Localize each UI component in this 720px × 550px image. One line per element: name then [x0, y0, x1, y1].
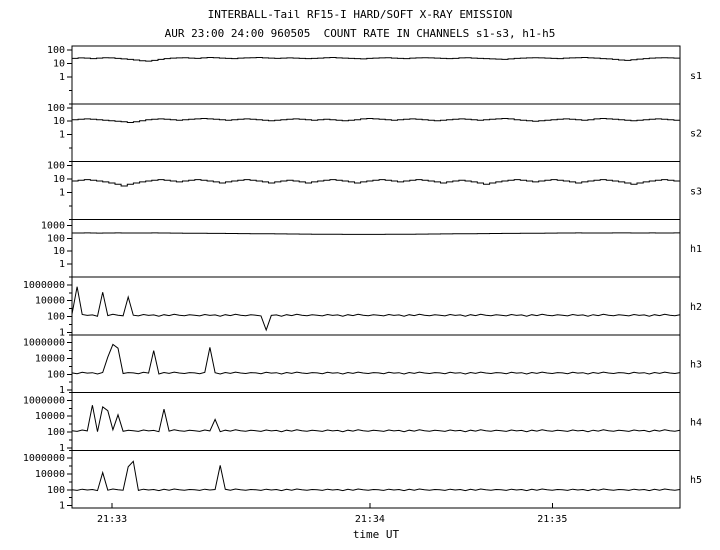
y-tick-label: 100 — [47, 161, 65, 172]
y-tick-label: 100 — [47, 369, 65, 380]
y-tick-label: 100 — [47, 45, 65, 56]
x-tick-label: 21:35 — [537, 514, 567, 525]
x-tick-label: 21:34 — [355, 514, 385, 525]
panel-frame-s3 — [71, 161, 681, 220]
panel-s2: 1 10 100 s2 — [47, 103, 702, 162]
panel-h2: 1 100 10000 1000000 h2 — [23, 276, 702, 338]
y-tick-label: 1 — [59, 385, 65, 396]
y-tick-label: 100 — [47, 103, 65, 114]
panel-frame-h5 — [71, 449, 681, 509]
channel-label-h5: h5 — [690, 475, 702, 486]
panel-frame-s2 — [71, 103, 681, 162]
y-tick-label: 1000000 — [23, 453, 65, 464]
y-tick-label: 1 — [59, 72, 65, 83]
y-tick-label: 100 — [47, 427, 65, 438]
series-h5 — [71, 460, 681, 492]
chart-subtitle: AUR 23:00 24:00 960505 COUNT RATE IN CHA… — [164, 27, 556, 40]
series-h1 — [72, 232, 681, 235]
y-tick-label: 1 — [59, 130, 65, 141]
series-s3 — [72, 179, 681, 187]
panel-s3: 1 10 100 s3 — [47, 161, 702, 220]
series-s2 — [72, 118, 681, 123]
y-tick-label: 100 — [47, 233, 65, 244]
series-h2 — [71, 286, 681, 332]
channel-label-s1: s1 — [690, 71, 702, 82]
y-tick-label: 1000 — [41, 220, 65, 231]
series-h4 — [71, 405, 681, 433]
channel-label-h4: h4 — [690, 417, 702, 428]
x-axis-label: time UT — [352, 528, 400, 541]
panel-frame-h1 — [71, 218, 681, 278]
channel-label-h2: h2 — [690, 302, 702, 313]
panel-h5: 1 100 10000 1000000 h5 — [23, 449, 702, 512]
y-tick-label: 10000 — [35, 411, 65, 422]
y-tick-label: 100 — [47, 312, 65, 323]
y-tick-label: 1 — [59, 443, 65, 454]
y-tick-label: 1 — [59, 327, 65, 338]
y-tick-label: 10 — [53, 246, 65, 257]
panel-frame-s1 — [71, 45, 681, 105]
channel-label-s3: s3 — [690, 186, 702, 197]
chart-title: INTERBALL-Tail RF15-I HARD/SOFT X-RAY EM… — [207, 8, 513, 21]
y-tick-label: 10 — [53, 174, 65, 185]
y-tick-label: 10000 — [35, 296, 65, 307]
y-tick-label: 1000000 — [23, 280, 65, 291]
y-tick-label: 1 — [59, 187, 65, 198]
x-tick-label: 21:33 — [97, 514, 127, 525]
panel-h3: 1 100 10000 1000000 h3 — [23, 334, 702, 396]
panel-frame-h2 — [71, 276, 681, 336]
panel-h4: 1 100 10000 1000000 h4 — [23, 392, 702, 454]
y-tick-label: 10000 — [35, 469, 65, 480]
panel-h1: 1 10 100 1000 h1 — [41, 218, 702, 278]
y-tick-label: 1 — [59, 501, 65, 512]
channel-label-h1: h1 — [690, 244, 702, 255]
panel-s1: 1 10 100 s1 — [47, 45, 702, 105]
y-tick-label: 10000 — [35, 354, 65, 365]
panel-frame-h4 — [71, 392, 681, 451]
y-tick-label: 1 — [59, 259, 65, 270]
y-tick-label: 10 — [53, 59, 65, 70]
channel-label-s2: s2 — [690, 129, 702, 140]
y-tick-label: 10 — [53, 116, 65, 127]
y-tick-label: 1000000 — [23, 338, 65, 349]
channel-label-h3: h3 — [690, 360, 702, 371]
series-h3 — [71, 343, 681, 375]
y-tick-label: 1000000 — [23, 395, 65, 406]
y-tick-label: 100 — [47, 485, 65, 496]
panel-frame-h3 — [71, 334, 681, 393]
series-s1 — [72, 57, 681, 62]
